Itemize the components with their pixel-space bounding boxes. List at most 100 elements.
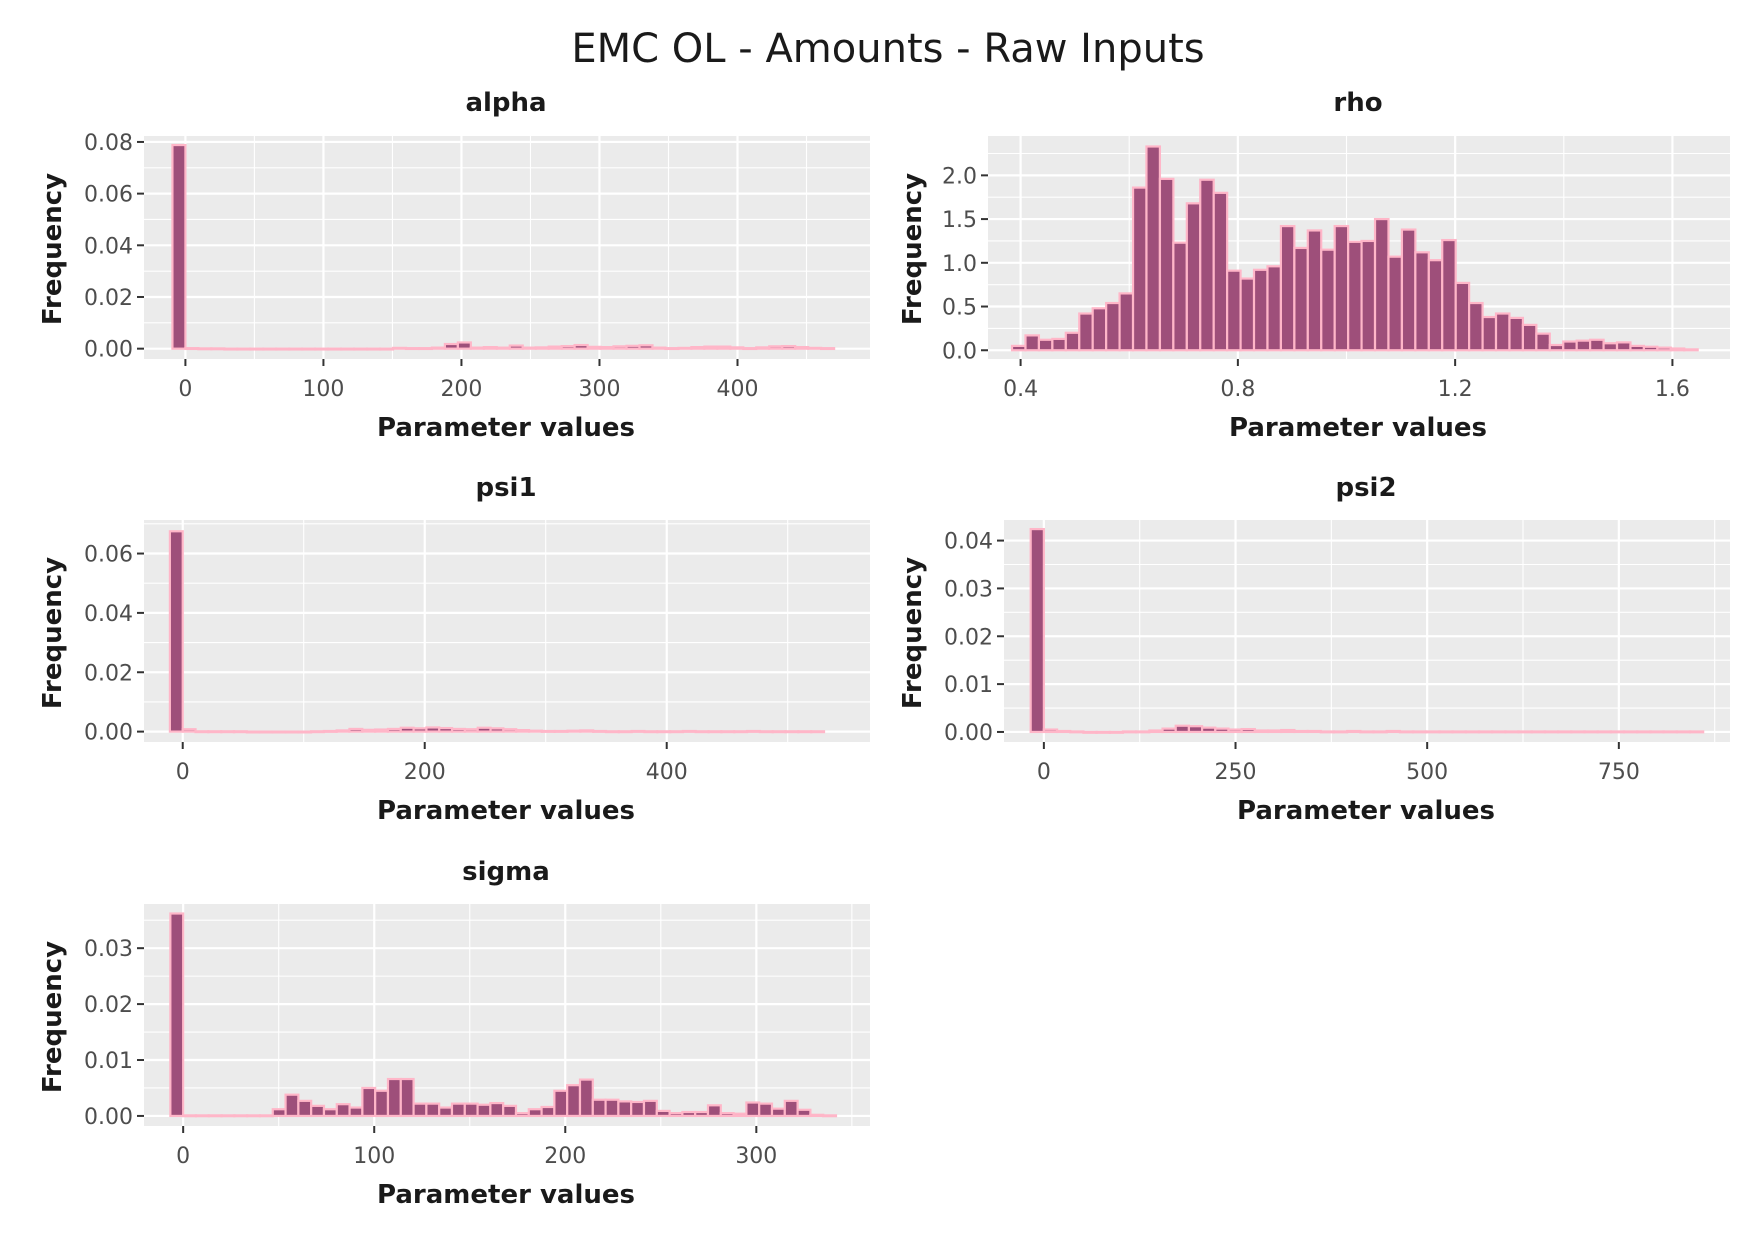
histogram-bar [720, 730, 736, 734]
histogram-bar [1042, 728, 1059, 734]
histogram-bar [1253, 729, 1270, 734]
psi2-histogram-panel: 0 250 500 750 0.00 0.01 0.02 0.03 0.04 psi2 Para… [898, 473, 1730, 826]
histogram-bar [1135, 730, 1151, 734]
histogram-bar [361, 728, 377, 733]
histogram-bar [733, 730, 749, 734]
y-tick-label: 0.00 [84, 721, 133, 746]
y-tick-label: 0.06 [84, 543, 133, 568]
histogram-bar [412, 727, 428, 733]
histogram-bar [262, 347, 278, 351]
histogram-bar [566, 1084, 582, 1118]
histogram-bar [297, 730, 313, 734]
histogram-bar [404, 347, 421, 351]
histogram-bar [1438, 730, 1454, 734]
histogram-bar [438, 726, 454, 733]
histogram-bar [592, 729, 608, 733]
histogram-bar [1240, 727, 1256, 734]
histogram-bar [1656, 346, 1672, 352]
histogram-bar [1051, 337, 1067, 352]
histogram-bar [1306, 229, 1323, 352]
histogram-bar [482, 346, 498, 350]
histogram-bar [310, 1104, 326, 1118]
y-tick-label: 0.03 [84, 937, 133, 962]
histogram-bar [284, 1093, 300, 1118]
histogram-bar [1400, 228, 1417, 352]
histogram-bar [630, 1100, 646, 1118]
histogram-bar [794, 346, 810, 350]
histogram-bar [655, 1109, 671, 1118]
histogram-bar [1521, 323, 1538, 352]
histogram-bar [245, 730, 261, 734]
histogram-bar [463, 728, 479, 733]
histogram-bar [664, 347, 680, 351]
histogram-bar [348, 727, 364, 733]
histogram-bar [1082, 730, 1098, 734]
panel-title-psi1: psi1 [475, 473, 536, 503]
histogram-bar [706, 1104, 722, 1118]
histogram-bar [707, 730, 723, 734]
histogram-bar [425, 726, 441, 733]
x-tick-label: 0 [176, 760, 190, 785]
histogram-bar [1622, 730, 1639, 734]
histogram-bar [625, 344, 641, 350]
panel-title-psi2: psi2 [1335, 473, 1396, 503]
histogram-bar [809, 1113, 825, 1118]
histogram-bar [171, 143, 187, 350]
histogram-bar [339, 347, 356, 351]
histogram-bar [755, 346, 771, 350]
histogram-bar [322, 1108, 338, 1118]
histogram-bar [456, 341, 472, 350]
histogram-bar [768, 345, 784, 350]
histogram-bar [361, 1086, 377, 1118]
histogram-bar [694, 730, 710, 734]
histogram-bar [1148, 729, 1164, 734]
histogram-bar [450, 1102, 466, 1118]
histogram-bar [430, 346, 446, 350]
histogram-bar [1373, 217, 1390, 352]
x-tick-label: 0 [1037, 760, 1051, 785]
y-tick-label: 0.04 [84, 602, 133, 627]
histogram-bar [288, 347, 304, 351]
histogram-bar [374, 1089, 390, 1118]
histogram-bar [784, 730, 800, 734]
histogram-bar [515, 729, 531, 733]
histogram-bar [194, 730, 210, 734]
histogram-bar [1629, 344, 1645, 352]
histogram-bar [220, 730, 236, 734]
histogram-bar [534, 346, 550, 350]
histogram-bar [1319, 730, 1336, 734]
histogram-bar [495, 346, 511, 350]
histogram-bar [1131, 186, 1148, 352]
x-tick-label: 100 [302, 377, 344, 402]
histogram-bar [399, 1077, 415, 1118]
histogram-bar [703, 345, 719, 350]
histogram-bar [194, 1114, 210, 1118]
histogram-bar [1675, 730, 1692, 734]
histogram-bar [425, 1102, 441, 1118]
histogram-bar [1212, 191, 1229, 352]
histogram-bar [796, 1108, 812, 1118]
panel-background-alpha [144, 136, 870, 359]
y-tick-label: 0.06 [84, 183, 133, 208]
histogram-bar [1118, 292, 1135, 352]
histogram-bar [1108, 730, 1125, 734]
figure-title: EMC OL - Amounts - Raw Inputs [571, 26, 1204, 72]
histogram-bar [1320, 248, 1336, 352]
histogram-bar [1029, 527, 1045, 734]
histogram-bar [1425, 730, 1441, 734]
histogram-bar [1494, 312, 1511, 352]
histogram-bar [1414, 251, 1430, 352]
x-tick-label: 400 [716, 377, 758, 402]
histogram-bar [1688, 730, 1705, 734]
histogram-bar [1214, 727, 1230, 734]
histogram-bar [1535, 332, 1551, 352]
x-tick-label: 200 [404, 760, 446, 785]
histogram-bar [184, 347, 200, 351]
y-tick-label: 0.02 [84, 286, 133, 311]
histogram-bar [1575, 339, 1592, 352]
histogram-bar [1615, 341, 1632, 352]
histogram-bar [642, 1099, 658, 1118]
histogram-bar [521, 346, 537, 350]
histogram-bar [681, 729, 697, 733]
